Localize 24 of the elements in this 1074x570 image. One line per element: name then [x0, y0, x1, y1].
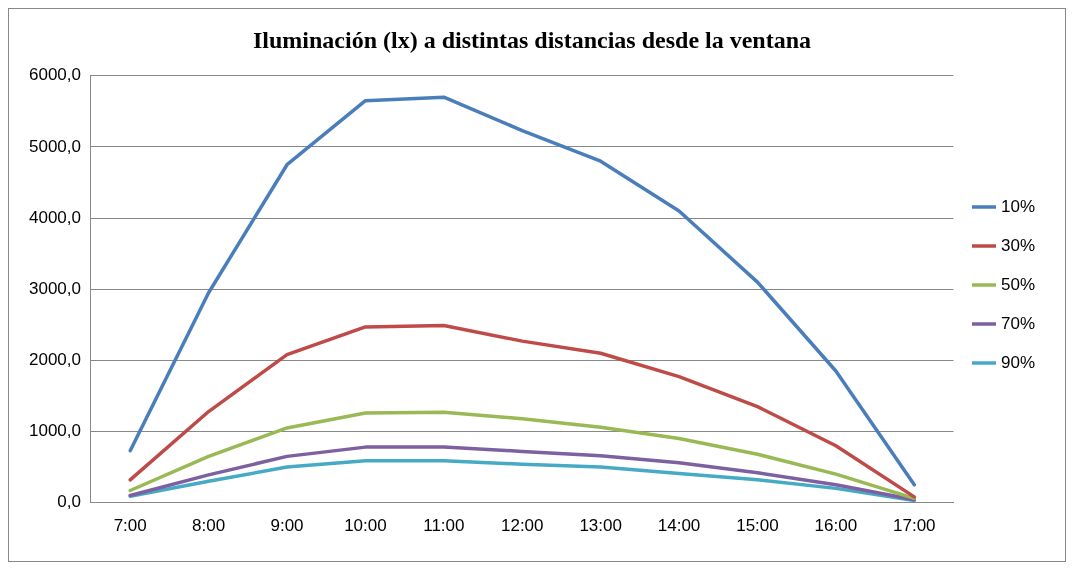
legend-label: 50%: [1000, 274, 1036, 294]
y-tick-label: 1000,0: [29, 421, 81, 441]
x-tick-label: 15:00: [736, 516, 779, 536]
x-tick-label: 7:00: [113, 516, 147, 536]
legend-label: 90%: [1000, 352, 1036, 372]
x-tick-label: 8:00: [192, 516, 226, 536]
x-tick-label: 9:00: [270, 516, 304, 536]
x-tick-label: 11:00: [423, 516, 465, 536]
y-tick-label: 4000,0: [29, 207, 81, 227]
y-tick-label: 6000,0: [29, 65, 81, 85]
legend-label: 10%: [1000, 196, 1036, 216]
legend-label: 70%: [1000, 313, 1036, 333]
x-tick-label: 13:00: [579, 516, 622, 536]
y-tick-label: 2000,0: [29, 350, 81, 370]
legend-label: 30%: [1000, 235, 1036, 255]
x-tick-label: 16:00: [814, 516, 858, 536]
x-tick-label: 14:00: [657, 516, 701, 536]
chart-title: Iluminación (lx) a distintas distancias desde la ventana: [252, 26, 812, 53]
y-tick-label: 5000,0: [29, 136, 81, 156]
x-tick-label: 12:00: [500, 516, 544, 536]
x-tick-label: 17:00: [893, 516, 936, 536]
x-tick-label: 10:00: [344, 516, 387, 536]
y-tick-label: 0,0: [57, 492, 81, 512]
y-tick-label: 3000,0: [29, 278, 81, 298]
